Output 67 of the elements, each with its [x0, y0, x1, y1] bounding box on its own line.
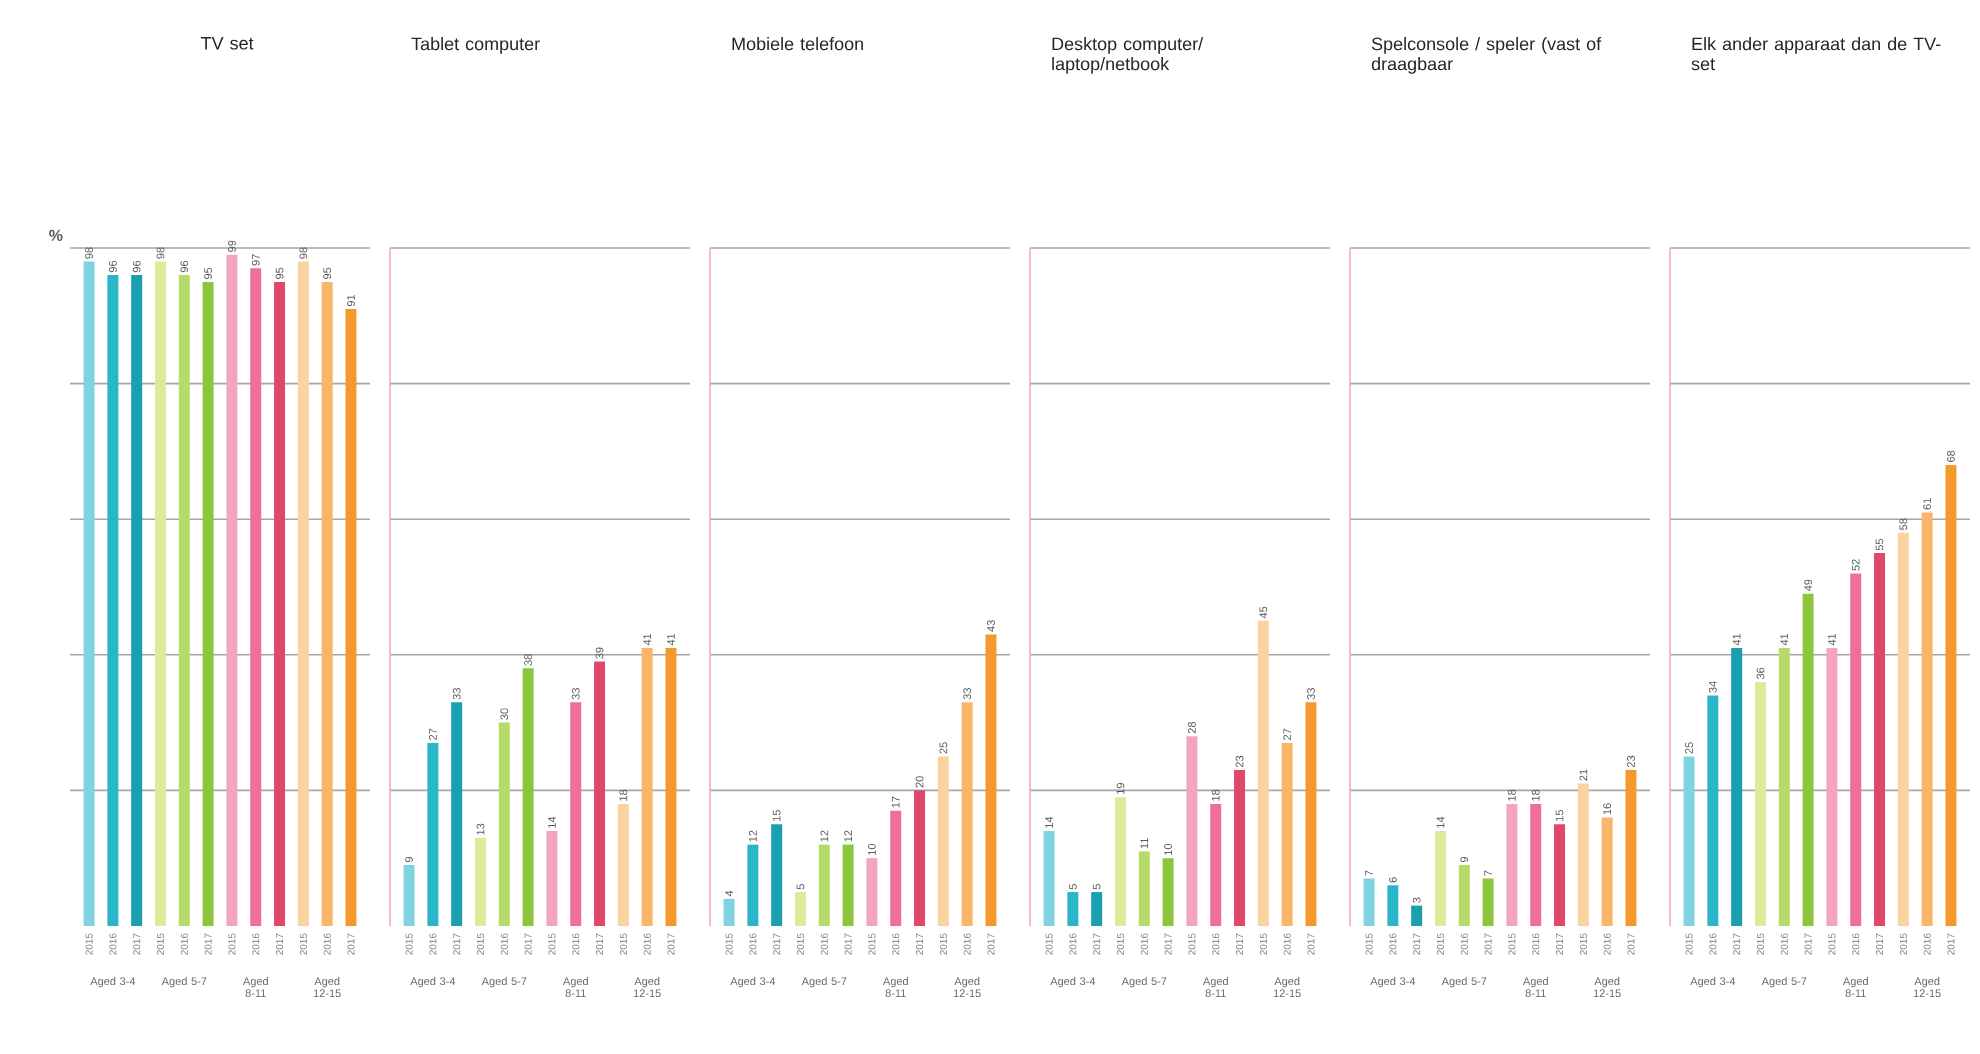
y-axis-title: %: [49, 229, 63, 241]
bar: [403, 864, 415, 926]
bar: [842, 844, 854, 926]
bar: [522, 668, 534, 926]
bar: [1234, 770, 1246, 926]
bar: [1826, 648, 1838, 926]
bar: [1802, 593, 1814, 926]
bar: [1874, 553, 1886, 926]
bar: [961, 702, 973, 926]
bar: [794, 892, 806, 926]
bar: [1601, 817, 1613, 926]
bar: [914, 790, 926, 926]
bar: [1067, 892, 1079, 926]
bar: [1683, 756, 1695, 926]
bar: [1411, 905, 1423, 926]
bar: [1577, 783, 1589, 926]
bar: [723, 898, 735, 926]
bar: [1482, 878, 1494, 926]
bar: [866, 858, 878, 926]
bar: [1162, 858, 1174, 926]
bar: [665, 648, 677, 926]
bar: [1210, 803, 1222, 926]
bar: [1506, 803, 1518, 926]
bar: [1305, 702, 1317, 926]
bar: [546, 831, 558, 926]
bar: [617, 803, 629, 926]
bar: [1091, 892, 1103, 926]
chart-title: Tablet computer: [411, 37, 540, 54]
bar: [1625, 770, 1637, 926]
bar: [985, 634, 997, 926]
bar: [570, 702, 582, 926]
bar: [747, 844, 759, 926]
bar: [641, 648, 653, 926]
bar: [1554, 824, 1566, 926]
bar: [1186, 736, 1198, 926]
bar: [818, 844, 830, 926]
bar: [890, 810, 902, 926]
bar: [475, 837, 486, 926]
bar: [1363, 878, 1375, 926]
bar: [937, 756, 949, 926]
bar: [1138, 851, 1150, 926]
bar: [1897, 532, 1909, 926]
chart-title: TV set: [200, 37, 254, 50]
bar: [1921, 512, 1933, 926]
chart-title: Elk ander apparaat dan de TV-set: [1691, 37, 1941, 71]
bar: [451, 702, 463, 926]
bar: [771, 824, 783, 926]
bar: [1114, 797, 1126, 926]
bar: [1458, 864, 1470, 926]
bar: [1281, 742, 1293, 926]
bar: [498, 722, 510, 926]
bar: [1707, 695, 1719, 926]
bar: [1387, 885, 1399, 926]
bar: [427, 742, 439, 926]
chart-title: Spelconsole / speler (vast of draagbaar: [1371, 37, 1602, 74]
bar: [1754, 681, 1766, 926]
bar: [1043, 831, 1055, 926]
bar: [1530, 803, 1542, 926]
chart-title: Desktop computer/ laptop/netbook: [1052, 37, 1204, 74]
bar: [1434, 831, 1446, 926]
bar: [1731, 648, 1743, 926]
bar: [1850, 573, 1862, 926]
bar: [1945, 464, 1957, 926]
bar: [594, 661, 606, 926]
bar: [1257, 620, 1269, 926]
bar: [1778, 648, 1790, 926]
chart-title: Mobiele telefoon: [732, 37, 863, 51]
